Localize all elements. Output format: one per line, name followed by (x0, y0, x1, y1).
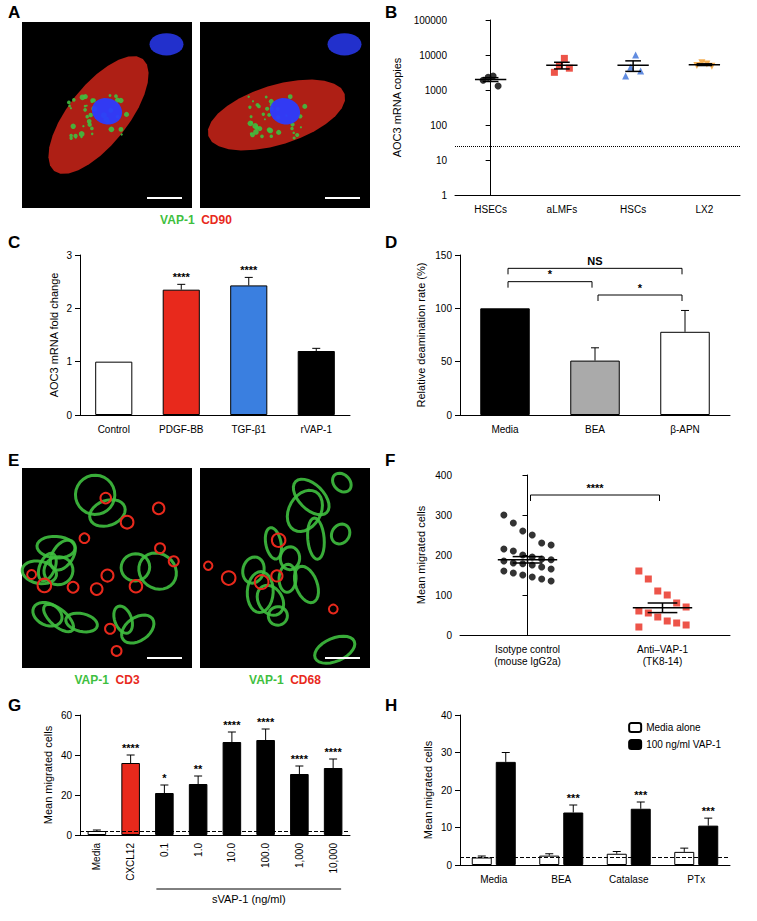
svg-text:Catalase: Catalase (609, 874, 649, 885)
svg-text:PTx: PTx (687, 874, 705, 885)
svg-text:100.0: 100.0 (260, 843, 271, 868)
svg-text:****: **** (223, 719, 241, 731)
svg-text:***: *** (634, 789, 648, 801)
svg-text:***: *** (702, 805, 716, 817)
svg-text:10,000: 10,000 (328, 843, 339, 874)
svg-text:BEA: BEA (585, 424, 605, 435)
svg-text:10.0: 10.0 (226, 843, 237, 863)
svg-text:10: 10 (436, 155, 448, 166)
svg-text:Media: Media (491, 424, 519, 435)
svg-text:H: H (385, 696, 397, 715)
svg-text:***: *** (567, 792, 581, 804)
svg-text:Mean migrated cells: Mean migrated cells (415, 505, 427, 604)
svg-text:(mouse IgG2a): (mouse IgG2a) (494, 656, 561, 667)
svg-text:2: 2 (66, 303, 72, 314)
svg-text:300: 300 (435, 510, 452, 521)
svg-text:Anti–VAP-1: Anti–VAP-1 (637, 644, 688, 655)
svg-text:1,000: 1,000 (294, 843, 305, 868)
svg-text:100 ng/ml VAP-1: 100 ng/ml VAP-1 (646, 739, 721, 750)
svg-text:VAP-1: VAP-1 (249, 673, 284, 687)
svg-text:CXCL12: CXCL12 (125, 843, 136, 881)
svg-text:CD3: CD3 (116, 673, 140, 687)
svg-text:****: **** (325, 746, 343, 758)
svg-text:aLMFs: aLMFs (547, 204, 578, 215)
svg-text:20: 20 (441, 785, 453, 796)
svg-text:C: C (8, 233, 20, 252)
svg-text:HSECs: HSECs (474, 204, 507, 215)
svg-text:A: A (8, 3, 20, 22)
svg-text:0: 0 (66, 410, 72, 421)
svg-text:100: 100 (430, 120, 447, 131)
svg-text:*: * (162, 772, 167, 784)
svg-text:****: **** (291, 753, 309, 765)
svg-text:1: 1 (441, 190, 447, 201)
svg-text:1: 1 (66, 356, 72, 367)
svg-text:100: 100 (435, 303, 452, 314)
svg-text:10000: 10000 (419, 50, 447, 61)
svg-text:50: 50 (441, 356, 453, 367)
svg-text:*: * (638, 282, 643, 294)
svg-text:β-APN: β-APN (670, 424, 700, 435)
svg-text:Mean migrated cells: Mean migrated cells (42, 725, 54, 824)
svg-text:TGF-β1: TGF-β1 (231, 424, 266, 435)
svg-text:Control: Control (98, 424, 130, 435)
svg-text:VAP-1: VAP-1 (160, 213, 195, 227)
svg-text:AOC3 mRNA fold change: AOC3 mRNA fold change (48, 273, 60, 398)
svg-text:1000: 1000 (425, 85, 448, 96)
svg-text:E: E (8, 451, 19, 470)
svg-text:100000: 100000 (414, 15, 448, 26)
svg-text:30: 30 (441, 747, 453, 758)
svg-text:0: 0 (446, 860, 452, 871)
svg-text:G: G (8, 696, 21, 715)
svg-text:**: ** (194, 763, 203, 775)
svg-text:40: 40 (61, 750, 73, 761)
svg-text:sVAP-1 (ng/ml): sVAP-1 (ng/ml) (212, 893, 286, 905)
svg-text:CD90: CD90 (201, 213, 232, 227)
svg-text:****: **** (122, 742, 140, 754)
svg-text:150: 150 (435, 250, 452, 261)
svg-text:400: 400 (435, 470, 452, 481)
svg-text:****: **** (586, 482, 604, 494)
svg-text:0: 0 (446, 630, 452, 641)
svg-text:BEA: BEA (551, 874, 571, 885)
svg-text:VAP-1: VAP-1 (74, 673, 109, 687)
svg-text:B: B (385, 3, 397, 22)
svg-text:Isotype control: Isotype control (495, 644, 560, 655)
svg-text:Media: Media (480, 874, 508, 885)
svg-text:****: **** (240, 264, 258, 276)
svg-text:PDGF-BB: PDGF-BB (159, 424, 204, 435)
svg-text:*: * (548, 268, 553, 280)
svg-text:3: 3 (66, 250, 72, 261)
svg-text:(TK8-14): (TK8-14) (643, 656, 682, 667)
svg-text:60: 60 (61, 710, 73, 721)
svg-text:rVAP-1: rVAP-1 (301, 424, 333, 435)
svg-text:F: F (385, 451, 395, 470)
svg-text:Media: Media (91, 843, 102, 871)
svg-text:****: **** (173, 271, 191, 283)
svg-text:1.0: 1.0 (193, 843, 204, 857)
svg-text:****: **** (257, 716, 275, 728)
svg-text:LX2: LX2 (695, 204, 713, 215)
svg-text:40: 40 (441, 710, 453, 721)
svg-text:0: 0 (446, 410, 452, 421)
svg-text:Relative deamination rate (%): Relative deamination rate (%) (415, 263, 427, 408)
svg-text:200: 200 (435, 550, 452, 561)
svg-text:D: D (385, 233, 397, 252)
svg-text:NS: NS (587, 255, 602, 267)
svg-text:20: 20 (61, 790, 73, 801)
svg-text:0.1: 0.1 (159, 843, 170, 857)
svg-text:AOC3 mRNA copies: AOC3 mRNA copies (391, 57, 403, 157)
svg-text:CD68: CD68 (290, 673, 321, 687)
svg-text:10: 10 (441, 822, 453, 833)
svg-text:0: 0 (66, 830, 72, 841)
svg-text:Mean migrated cells: Mean migrated cells (422, 740, 434, 839)
svg-text:100: 100 (435, 590, 452, 601)
svg-text:Media alone: Media alone (646, 722, 701, 733)
svg-text:HSCs: HSCs (620, 204, 646, 215)
